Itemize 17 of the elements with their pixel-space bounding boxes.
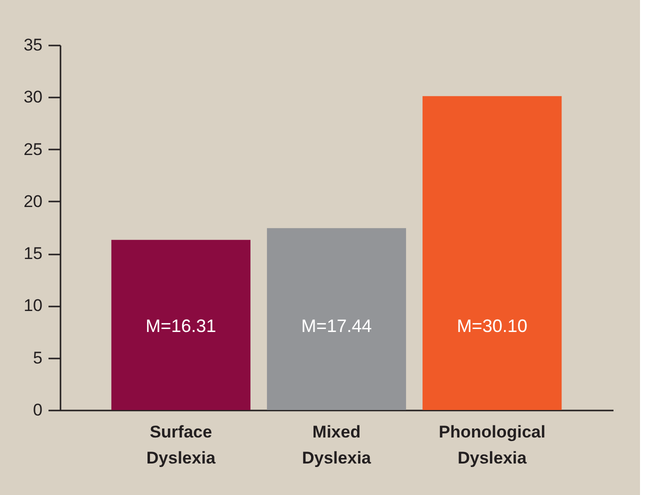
y-tick-label: 35 (24, 36, 42, 54)
y-tick-label: 20 (24, 192, 42, 211)
y-tick-label: 10 (24, 296, 42, 316)
y-tick-label: 0 (33, 400, 42, 420)
y-tick-label: 5 (33, 348, 42, 368)
x-tick-label: Mixed Dyslexia (302, 422, 372, 468)
bar (422, 96, 562, 410)
bar (266, 228, 406, 410)
y-tick-label: 30 (24, 88, 42, 107)
x-tick-label: Phonological Dyslexia (438, 422, 546, 468)
data-label: M=16.31 (146, 316, 216, 336)
bar (111, 240, 250, 410)
data-label: M=17.44 (301, 316, 372, 336)
y-tick-label: 15 (24, 244, 42, 264)
y-tick-label: 25 (24, 140, 42, 159)
data-label: M=30.10 (456, 316, 528, 336)
x-tick-label: Surface Dyslexia (146, 422, 216, 468)
